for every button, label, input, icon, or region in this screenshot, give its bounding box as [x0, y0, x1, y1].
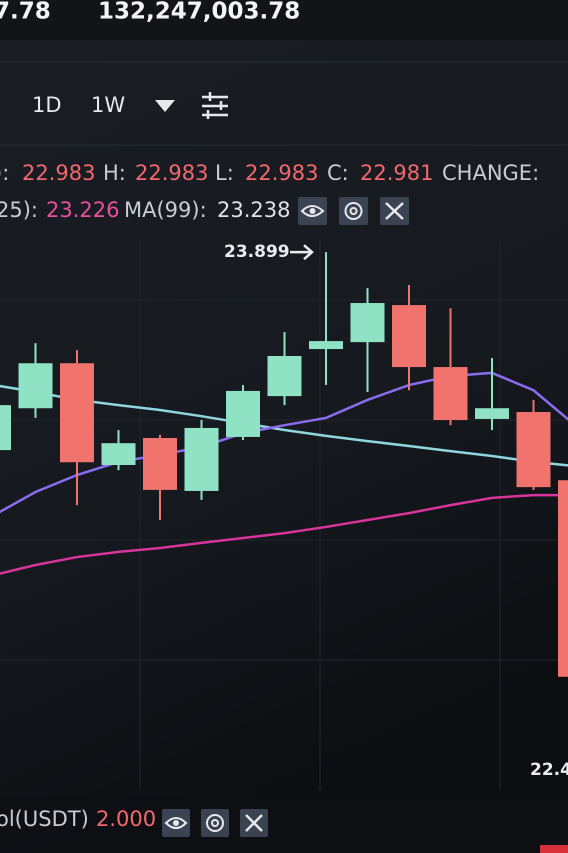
annotation-arrow: [290, 244, 314, 261]
price-annotation: 22.403: [530, 760, 568, 780]
header-bar: [0, 0, 568, 40]
high-label: H:: [103, 161, 126, 185]
header-volume: 132,247,003.78: [98, 0, 300, 25]
settings-button[interactable]: [339, 197, 368, 225]
close-label: C:: [327, 161, 349, 185]
close-value: 22.981: [360, 161, 433, 185]
eye-icon: [300, 205, 325, 217]
candle-body: [18, 363, 53, 409]
settings-icon: [344, 202, 363, 220]
ma99-value: 23.238: [217, 198, 290, 222]
ma25-label: 25):: [0, 198, 38, 222]
edge-highlight: [540, 845, 568, 853]
candle-body: [475, 408, 509, 419]
candle-body: [516, 412, 551, 488]
open-value: 22.983: [22, 161, 95, 185]
settings-icon: [349, 207, 358, 215]
moving-average-line: [0, 493, 568, 575]
low-label: L:: [215, 161, 234, 185]
ma-controls: [298, 197, 409, 225]
settings-icon: [211, 819, 219, 827]
candle-body: [558, 480, 568, 677]
settings-icon[interactable]: [202, 92, 228, 119]
volume-label: ol(USDT): [0, 807, 89, 831]
candle-body: [392, 305, 426, 368]
candle-body: [60, 363, 94, 463]
plot: 23.899 22.403: [0, 242, 568, 780]
volume-value: 2.000: [96, 807, 156, 831]
moving-average-line: [0, 371, 568, 514]
ma99-label: MA(99):: [124, 198, 207, 222]
interval-button[interactable]: 1D: [32, 93, 62, 117]
dropdown-arrow[interactable]: [155, 100, 175, 112]
candle-body: [309, 341, 343, 350]
volume-controls: [162, 809, 268, 837]
interval-button[interactable]: 1W: [91, 93, 125, 117]
close-icon: [385, 202, 404, 220]
eye-icon: [309, 208, 316, 214]
candle-body: [143, 437, 177, 490]
eye-icon: [164, 817, 188, 829]
candle-body: [267, 355, 302, 397]
price-annotation: 23.899: [224, 242, 290, 262]
candle-body: [226, 390, 260, 437]
ohlc-fragment: ):: [0, 161, 9, 185]
change-label: CHANGE:: [442, 161, 539, 185]
ma25-value: 23.226: [46, 198, 119, 222]
header-price: 7.78: [0, 0, 51, 25]
candle-body: [184, 427, 219, 491]
low-value: 22.983: [245, 161, 318, 185]
high-value: 22.983: [135, 161, 208, 185]
close-icon: [245, 814, 263, 832]
candle-body: [101, 443, 136, 465]
settings-icon: [206, 814, 224, 832]
candle-body: [433, 367, 468, 420]
eye-icon: [173, 820, 179, 826]
settings-button[interactable]: [201, 809, 229, 837]
grid: [0, 240, 568, 790]
candle-body: [0, 405, 11, 451]
volume-bar: [0, 795, 568, 853]
candle-body: [350, 303, 385, 343]
